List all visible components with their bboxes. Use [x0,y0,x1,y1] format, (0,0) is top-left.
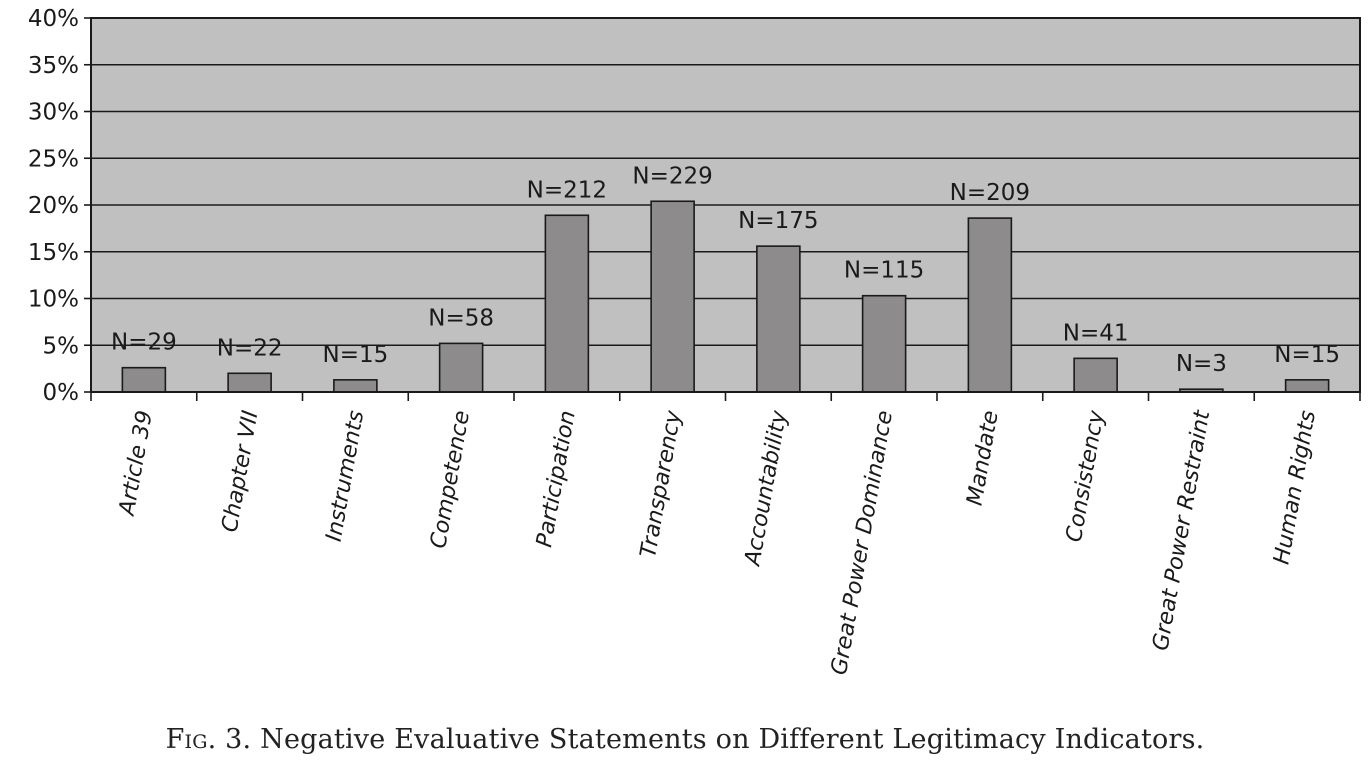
y-tick-label: 15% [28,240,79,266]
data-label: N=229 [632,163,712,189]
data-label: N=15 [1274,342,1340,368]
category-label: Transparency [636,408,687,560]
y-tick-label: 30% [28,100,79,126]
data-label: N=115 [844,258,924,284]
bar-great-power-dominance [861,294,907,393]
data-label: N=58 [428,305,494,331]
category-label: Accountability [740,408,792,570]
bar-transparency [650,200,695,393]
figure-caption: Fig. 3. Negative Evaluative Statements o… [0,724,1370,755]
data-label: N=3 [1176,351,1227,377]
gridlines [91,63,1360,347]
category-label: Great Power Dominance [827,409,898,677]
category-label: Participation [532,409,581,550]
category-labels: Article 39 Chapter VII Instruments Competen… [114,407,1321,677]
bar-mandate [967,217,1013,393]
bar-instruments [333,379,378,393]
bar-participation [544,214,590,393]
data-label: N=29 [111,330,177,356]
figure-title: Negative Evaluative Statements on Differ… [260,724,1205,755]
data-labels: N=29 N=22 N=15 N=58 N=212 N=229 N=175 N=115 N=20… [111,163,1340,377]
y-tick-label: 25% [28,146,79,172]
bars [121,200,1330,393]
bar-chart: 0%5%10%15%20%25%30%35%40% N=29 N=22 N=15N=… [28,6,1361,677]
data-label: N=212 [527,177,607,203]
bar-competence [438,342,484,393]
y-tick-label: 20% [28,193,79,219]
y-tick-label: 40% [28,6,79,32]
bar-chapter-vii [227,372,272,393]
data-label: N=15 [323,342,389,368]
category-label: Instruments [322,409,370,544]
figure-number: Fig. 3. [165,724,252,755]
category-label: Great Power Restraint [1148,407,1215,652]
category-label: Competence [426,409,475,551]
y-tick-label: 10% [28,287,79,313]
category-label: Human Rights [1269,409,1321,567]
category-label: Consistency [1062,408,1110,544]
data-label: N=41 [1063,320,1129,346]
data-label: N=22 [217,335,283,361]
y-tick-label: 5% [43,333,80,359]
category-label: Mandate [962,409,1003,508]
bar-article-39 [121,366,167,393]
bar-consistency [1073,357,1118,393]
data-label: N=175 [738,208,818,234]
category-label: Article 39 [114,409,157,519]
y-axis-ticks: 0% 5% 10% 15% 20% 25% 30% 35% 40% [28,6,91,406]
bar-accountability [756,245,801,393]
y-tick-label: 35% [28,53,79,79]
x-axis-ticks [90,391,1361,401]
category-label: Chapter VII [218,409,264,534]
bar-human-rights [1284,379,1330,393]
y-tick-label: 0% [43,380,80,406]
data-label: N=209 [950,180,1030,206]
